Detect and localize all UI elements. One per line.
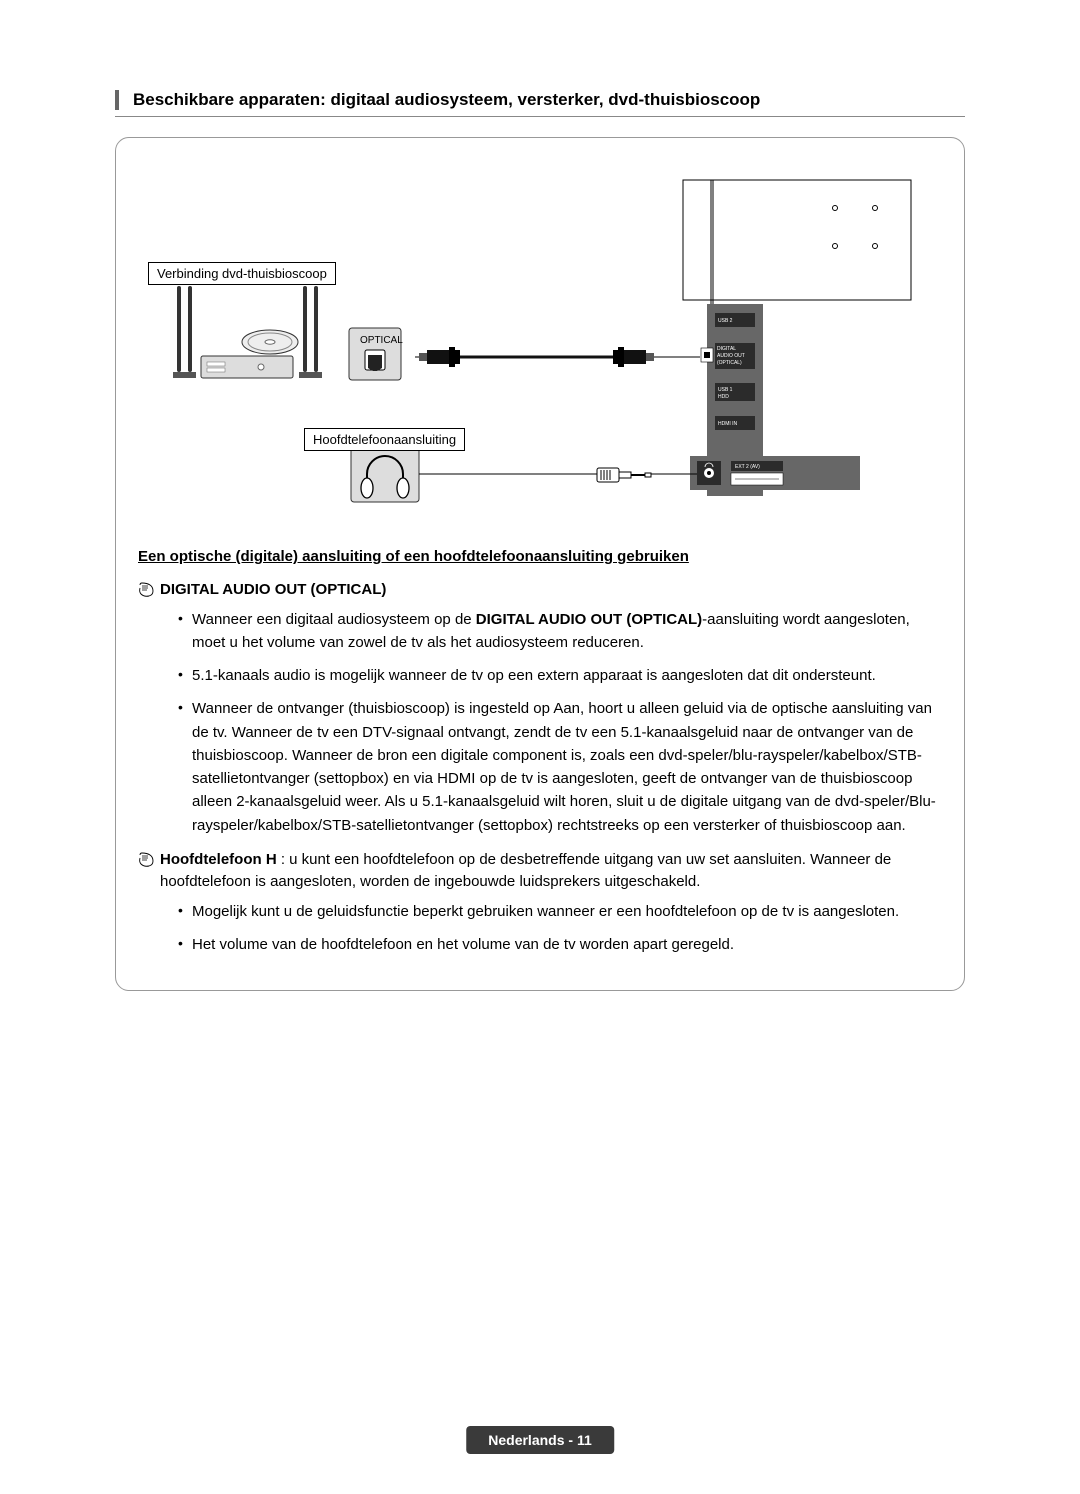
note-headphone: Hoofdtelefoon H : u kunt een hoofdtelefo… bbox=[138, 849, 942, 894]
note-optical: DIGITAL AUDIO OUT (OPTICAL) bbox=[138, 579, 942, 602]
port-ext2-label: EXT 2 (AV) bbox=[735, 464, 760, 470]
bullet-item: Wanneer een digitaal audiosysteem op de … bbox=[178, 608, 942, 655]
usage-heading: Een optische (digitale) aansluiting of e… bbox=[138, 548, 942, 565]
bullet-item: Wanneer de ontvanger (thuisbioscoop) is … bbox=[178, 697, 942, 837]
svg-text:HDD: HDD bbox=[718, 394, 729, 400]
page-footer-badge: Nederlands - 11 bbox=[466, 1426, 614, 1454]
optical-cable bbox=[415, 347, 700, 367]
svg-text:USB 1: USB 1 bbox=[718, 387, 733, 393]
note-icon bbox=[138, 582, 154, 598]
port-usb2-label: USB 2 bbox=[718, 318, 733, 324]
section-title-row: Beschikbare apparaten: digitaal audiosys… bbox=[115, 90, 965, 117]
content-panel: USB 2 DIGITAL AUDIO OUT (OPTICAL) USB 1 … bbox=[115, 137, 965, 991]
headphone-bullet-list: Mogelijk kunt u de geluidsfunctie beperk… bbox=[134, 900, 946, 957]
bullet-item: Het volume van de hoofdtelefoon en het v… bbox=[178, 933, 942, 956]
tv-back-panel bbox=[683, 180, 911, 300]
optical-bullet-list: Wanneer een digitaal audiosysteem op de … bbox=[134, 608, 946, 837]
section-title: Beschikbare apparaten: digitaal audiosys… bbox=[133, 90, 760, 110]
bullet-item: 5.1-kanaals audio is mogelijk wanneer de… bbox=[178, 664, 942, 687]
dvd-home-cinema-icon bbox=[173, 286, 322, 378]
note-headphone-title: Hoofdtelefoon H bbox=[160, 851, 277, 868]
optical-label: OPTICAL bbox=[352, 334, 411, 347]
dvd-label-box: Verbinding dvd-thuisbioscoop bbox=[148, 262, 336, 285]
note-icon bbox=[138, 852, 154, 868]
connection-diagram: USB 2 DIGITAL AUDIO OUT (OPTICAL) USB 1 … bbox=[134, 158, 946, 538]
headphone-box bbox=[351, 448, 419, 502]
svg-text:DIGITAL: DIGITAL bbox=[717, 346, 736, 352]
tv-lower-port-strip: EXT 2 (AV) bbox=[690, 456, 860, 490]
note-optical-title: DIGITAL AUDIO OUT (OPTICAL) bbox=[160, 581, 386, 598]
svg-text:AUDIO OUT: AUDIO OUT bbox=[717, 353, 745, 359]
manual-page: Beschikbare apparaten: digitaal audiosys… bbox=[0, 0, 1080, 1494]
headphone-label-box: Hoofdtelefoonaansluiting bbox=[304, 428, 465, 451]
svg-text:(OPTICAL): (OPTICAL) bbox=[717, 360, 742, 366]
diagram-svg: USB 2 DIGITAL AUDIO OUT (OPTICAL) USB 1 … bbox=[134, 158, 946, 538]
port-hdmi-label: HDMI IN bbox=[718, 421, 738, 427]
bullet-item: Mogelijk kunt u de geluidsfunctie beperk… bbox=[178, 900, 942, 923]
title-accent-bar bbox=[115, 90, 119, 110]
headphone-cable bbox=[419, 468, 697, 482]
